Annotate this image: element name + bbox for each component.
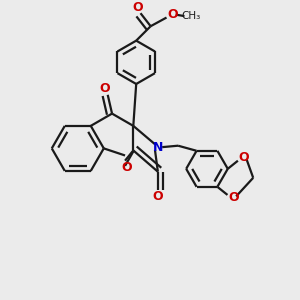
Text: O: O — [132, 1, 143, 14]
Text: CH₃: CH₃ — [181, 11, 200, 21]
Text: O: O — [238, 151, 249, 164]
Text: O: O — [152, 190, 163, 203]
Text: O: O — [100, 82, 110, 95]
Text: N: N — [153, 141, 163, 154]
Text: O: O — [228, 191, 238, 204]
Text: O: O — [121, 160, 132, 173]
Text: O: O — [167, 8, 178, 21]
